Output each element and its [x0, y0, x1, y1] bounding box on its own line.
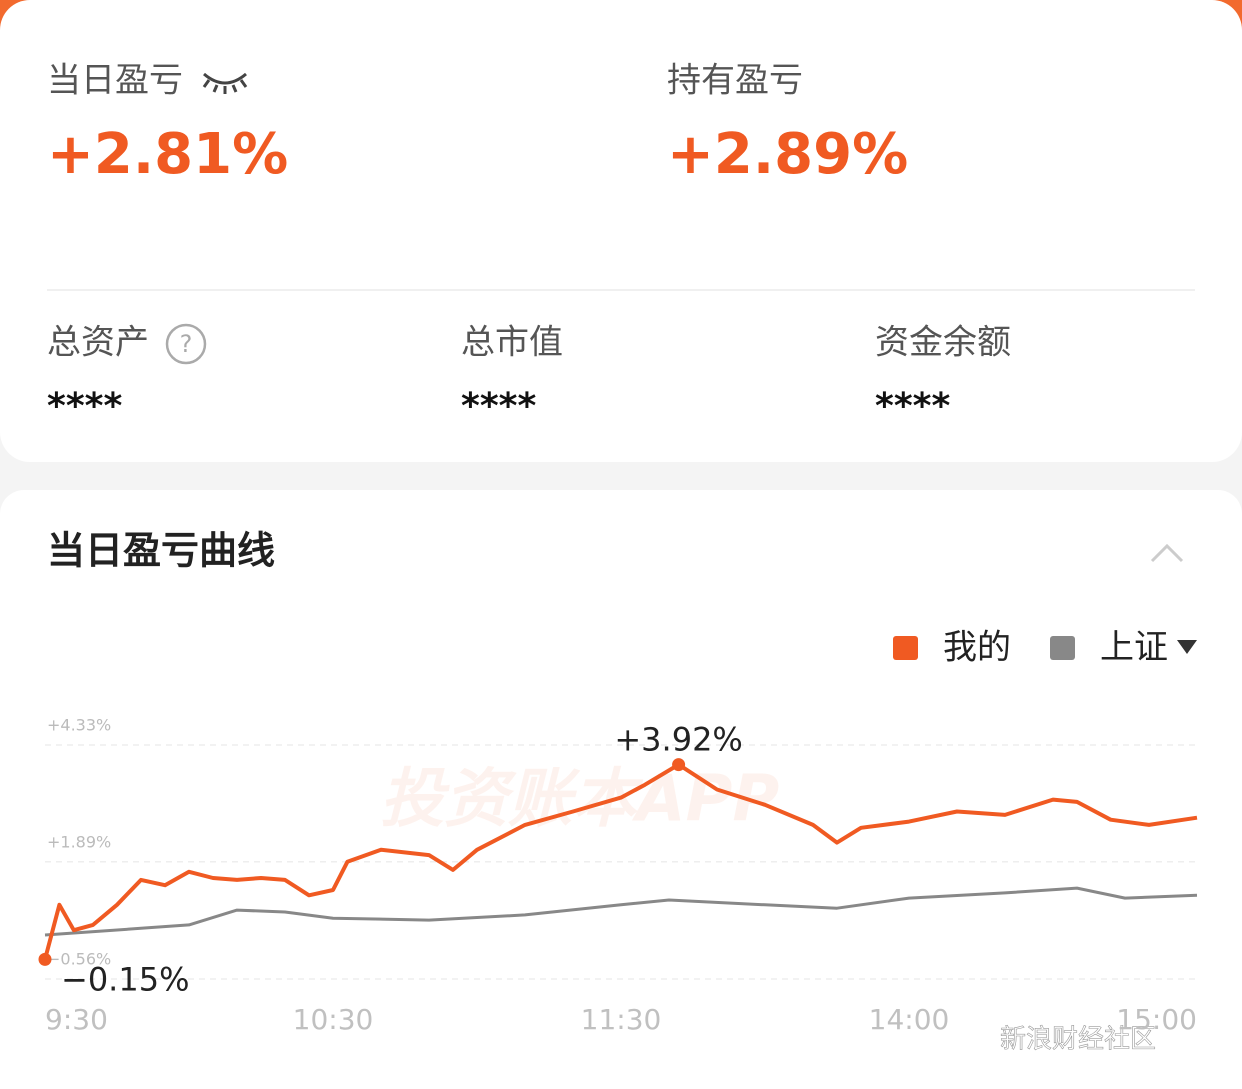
legend-label: 我的	[943, 628, 1011, 668]
legend-swatch	[893, 636, 918, 660]
x-tick-label: 15:00	[1116, 1003, 1197, 1036]
annotation-label: −0.15%	[61, 960, 189, 998]
daily-label: 当日盈亏	[47, 61, 183, 101]
asset-value: ****	[875, 386, 950, 427]
index-dropdown[interactable]	[1177, 640, 1197, 654]
asset-label: 总资产	[47, 323, 149, 363]
watermark: 新浪财经社区	[1000, 1025, 1156, 1055]
asset-value: ****	[47, 386, 122, 427]
annotation-dot	[38, 952, 52, 966]
summary-card	[0, 0, 1242, 462]
legend-swatch	[1050, 636, 1075, 660]
x-tick-label: 14:00	[869, 1003, 950, 1036]
y-tick-label: −0.56%	[47, 950, 111, 969]
holding-label: 持有盈亏	[667, 61, 803, 101]
annotation-dot	[672, 758, 686, 772]
asset-label: 总市值	[461, 323, 563, 363]
svg-text:?: ?	[180, 330, 193, 358]
collapse-chevron[interactable]	[1150, 543, 1184, 563]
holding-value: +2.89%	[667, 122, 908, 187]
watermark: 投资账本APP	[380, 763, 779, 837]
y-tick-label: +1.89%	[47, 832, 111, 851]
eye-icon[interactable]	[202, 72, 248, 94]
series-line	[43, 762, 1198, 960]
section-title: 当日盈亏曲线	[47, 529, 275, 573]
y-tick-label: +4.33%	[47, 716, 111, 735]
series-line	[44, 886, 1198, 937]
chart-card	[0, 490, 1242, 1089]
x-tick-label: 11:30	[581, 1003, 662, 1036]
daily-value: +2.81%	[47, 122, 288, 187]
asset-label: 资金余额	[875, 323, 1011, 363]
help-icon[interactable]: ?	[165, 323, 207, 365]
x-tick-label: 9:30	[45, 1003, 108, 1036]
x-tick-label: 10:30	[293, 1003, 374, 1036]
legend-label: 上证	[1100, 628, 1168, 668]
annotation-label: +3.92%	[614, 721, 742, 759]
asset-value: ****	[461, 386, 536, 427]
